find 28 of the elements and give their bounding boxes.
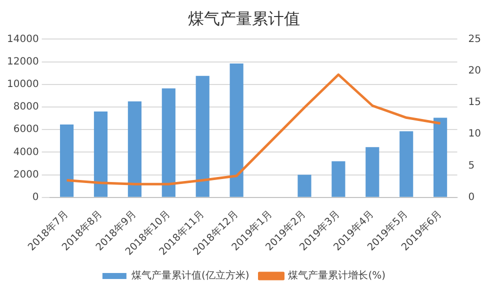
bar: [196, 76, 210, 197]
y2-tick-label: 10: [468, 128, 482, 140]
bar: [60, 124, 74, 197]
bar: [400, 131, 414, 197]
bar: [298, 174, 312, 197]
bar: [94, 112, 108, 197]
bar: [162, 88, 176, 197]
y2-tick-label: 25: [468, 34, 482, 45]
y-tick-label: 2000: [13, 169, 39, 180]
y-tick-label: 8000: [13, 102, 39, 113]
bar: [230, 63, 244, 197]
y-tick-label: 14000: [7, 34, 39, 45]
chart-title: 煤气产量累计值: [188, 8, 300, 28]
y2-tick-label: 15: [468, 97, 482, 108]
y-tick-label: 12000: [7, 56, 39, 68]
y2-tick-label: 20: [468, 65, 482, 76]
y2-tick-label: 0: [468, 192, 475, 203]
legend-label: 煤气产量累计增长(%): [288, 270, 386, 282]
y-tick-label: 10000: [7, 78, 39, 90]
legend-label: 煤气产量累计值(亿立方米): [131, 270, 250, 282]
bar: [128, 101, 142, 197]
y-tick-label: 4000: [13, 146, 39, 158]
y-tick-label: 6000: [13, 124, 39, 136]
y2-tick-label: 5: [468, 160, 475, 172]
bar: [366, 147, 380, 197]
y-tick-label: 0: [32, 192, 39, 203]
bar: [332, 161, 346, 197]
bar: [434, 118, 448, 197]
